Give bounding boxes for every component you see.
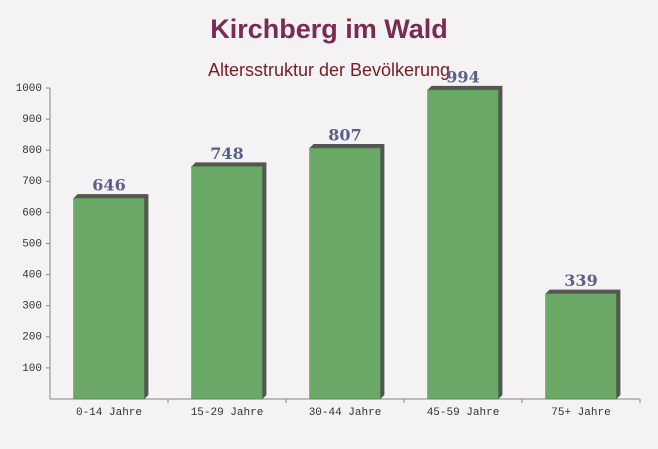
y-tick-label: 800 [22,145,42,157]
y-tick-label: 700 [22,176,42,188]
x-tick-label: 0-14 Jahre [76,407,142,419]
y-tick-label: 100 [22,363,42,375]
value-label: 339 [564,271,597,290]
value-label: 646 [92,176,125,195]
y-tick-label: 500 [22,238,42,250]
x-tick-label: 45-59 Jahre [427,407,500,419]
chart-title: Kirchberg im Wald [210,14,448,44]
value-label: 994 [446,67,479,86]
bar [427,89,499,400]
value-label: 807 [328,126,361,145]
value-label: 748 [210,144,243,163]
y-tick-label: 1000 [16,83,42,95]
bar [73,197,145,400]
x-tick-label: 15-29 Jahre [191,407,264,419]
bar [309,147,381,400]
y-tick-label: 600 [22,207,42,219]
chart-subtitle: Altersstruktur der Bevölkerung [208,60,450,80]
y-tick-label: 300 [22,301,42,313]
y-tick-label: 200 [22,332,42,344]
x-tick-label: 30-44 Jahre [309,407,382,419]
y-tick-label: 400 [22,270,42,282]
y-tick-label: 900 [22,114,42,126]
bar [545,293,617,400]
bar [191,166,263,400]
x-tick-label: 75+ Jahre [551,407,610,419]
